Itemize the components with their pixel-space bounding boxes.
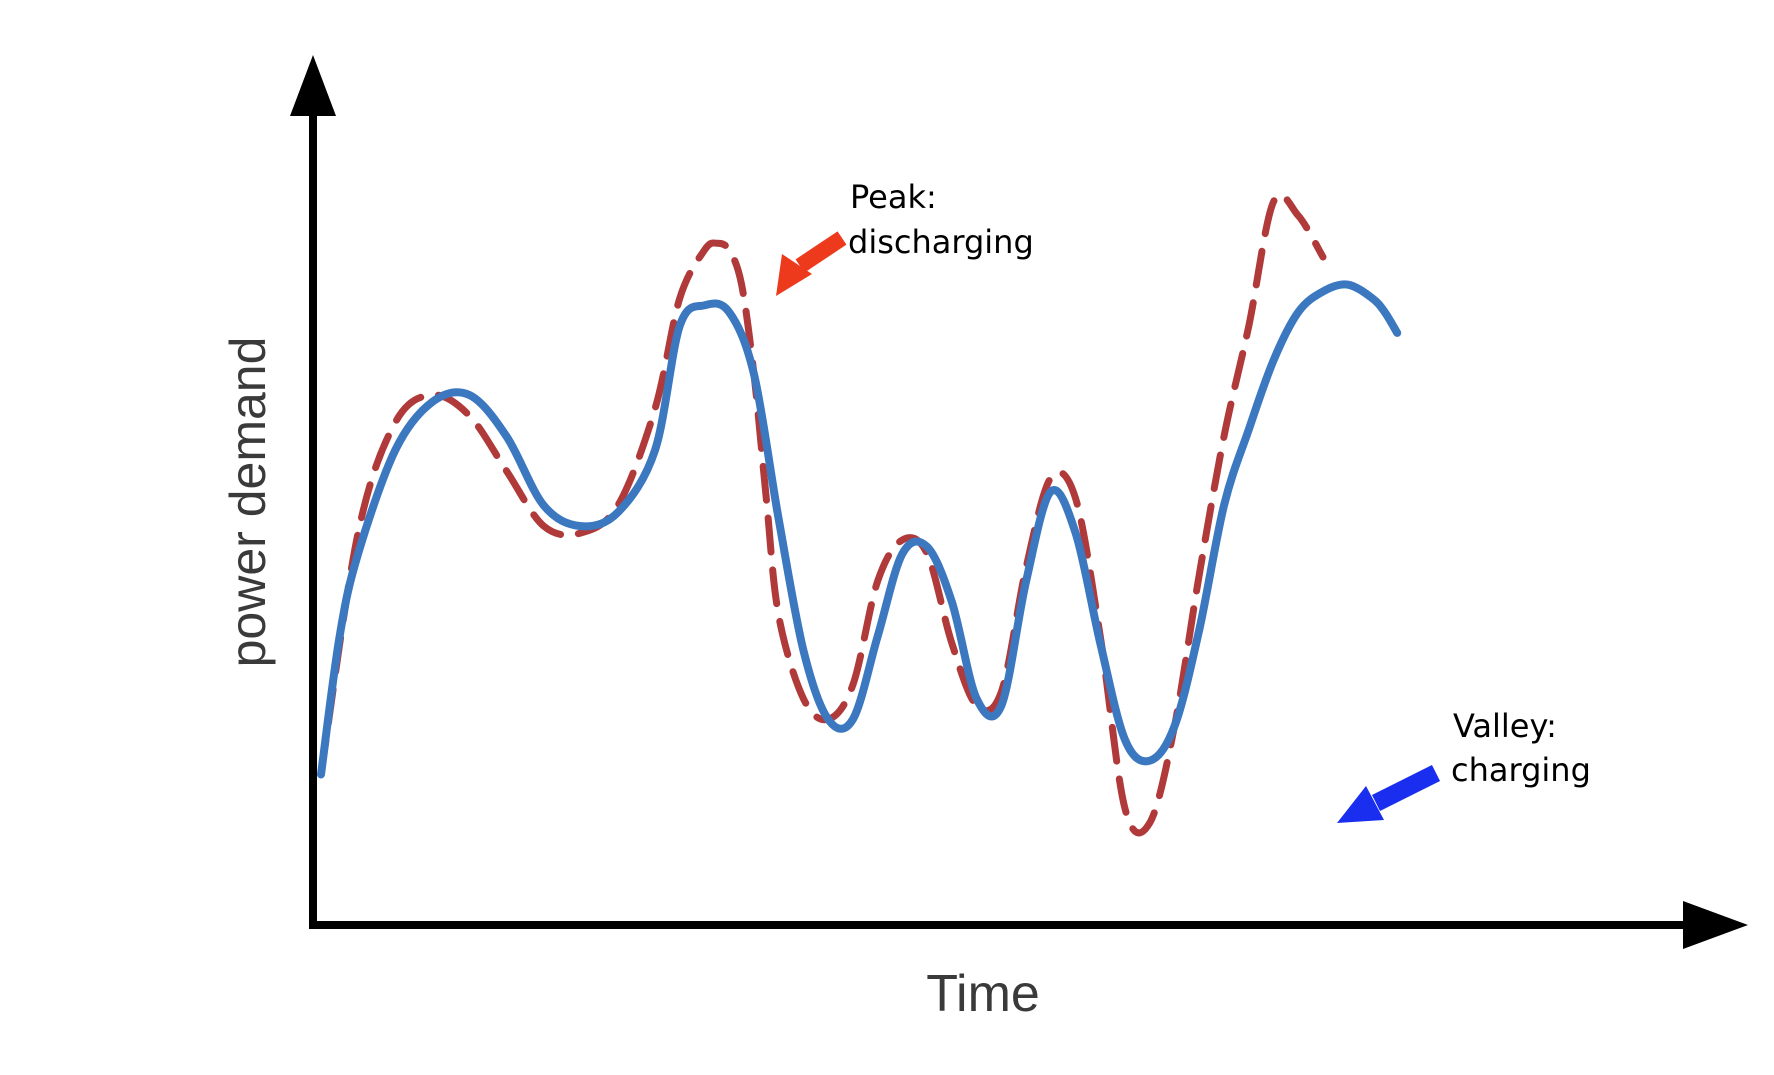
y-axis-title: power demand <box>220 337 276 668</box>
annotation-valley-line2: charging <box>1451 751 1591 789</box>
y-axis-arrowhead <box>290 55 336 116</box>
annotation-peak-line1: Peak: <box>850 178 937 216</box>
annotation-peak-arrow-head <box>776 254 812 296</box>
x-axis-arrowhead <box>1683 901 1748 949</box>
axes <box>290 55 1748 949</box>
annotation-peak-line2: discharging <box>848 223 1034 261</box>
annotation-peak-arrow-shaft <box>795 231 847 273</box>
annotation-peak: Peak: discharging <box>776 178 1034 296</box>
annotation-valley-arrow-shaft <box>1371 764 1441 812</box>
series-line-shaved <box>317 280 1402 779</box>
plot-area <box>317 191 1402 837</box>
x-axis-title: Time <box>926 965 1040 1023</box>
annotation-valley: Valley: charging <box>1337 707 1591 823</box>
annotation-valley-line1: Valley: <box>1453 707 1557 745</box>
annotation-valley-arrow-head <box>1337 786 1384 823</box>
